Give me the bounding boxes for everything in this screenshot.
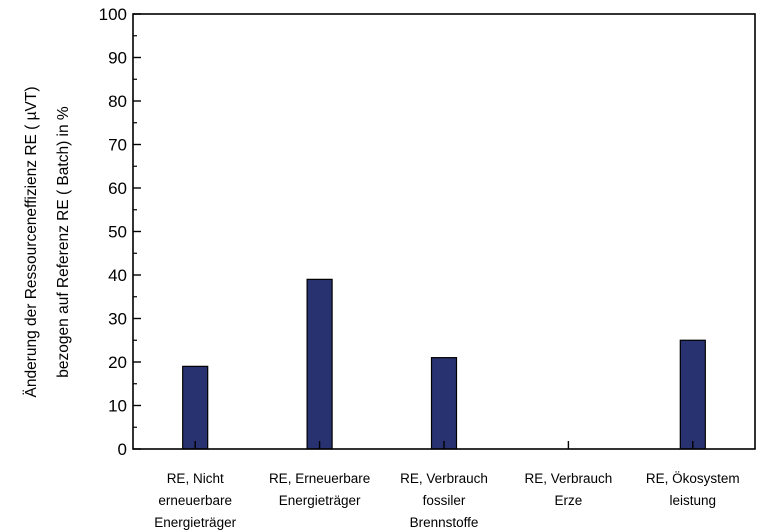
- y-tick-label: 30: [108, 310, 127, 329]
- x-axis-labels: RE, Nicht erneuerbare Energieträger RE, Ern…: [154, 441, 740, 530]
- x-category-label: leistung: [670, 493, 717, 508]
- y-axis-title-line-1: Änderung der Ressourceneffizienz RE ( µV…: [23, 86, 40, 397]
- y-tick-label: 20: [108, 353, 127, 372]
- x-category-label: RE, Verbrauch: [400, 471, 488, 486]
- y-tick-label: 100: [99, 5, 127, 24]
- y-axis-ticks: 0 10 20 30 40 50 60 70 80 90 100: [99, 5, 141, 459]
- x-category-label: erneuerbare: [158, 493, 232, 508]
- y-tick-label: 80: [108, 92, 127, 111]
- y-tick-label: 50: [108, 223, 127, 242]
- x-category-label: RE, Ökosystem: [646, 471, 740, 486]
- bar: [430, 357, 458, 450]
- y-tick-label: 70: [108, 136, 127, 155]
- x-category-label: RE, Nicht: [167, 471, 224, 486]
- y-tick-label: 0: [118, 440, 127, 459]
- x-category-label: Energieträger: [279, 493, 361, 508]
- y-axis-title-line-2: bezogen auf Referenz RE ( Batch) in %: [55, 106, 72, 378]
- y-axis-title: Änderung der Ressourceneffizienz RE ( µV…: [23, 86, 72, 397]
- y-tick-label: 90: [108, 49, 127, 68]
- bar: [306, 278, 333, 450]
- x-category-label: Brennstoffe: [410, 515, 479, 530]
- bar: [679, 339, 706, 450]
- bars: [182, 278, 706, 450]
- y-tick-label: 60: [108, 179, 127, 198]
- x-category-label: RE, Verbrauch: [525, 471, 613, 486]
- x-category-label: fossiler: [423, 493, 466, 508]
- y-tick-label: 10: [108, 397, 127, 416]
- x-category-label: Energieträger: [154, 515, 236, 530]
- x-category-label: RE, Erneuerbare: [269, 471, 370, 486]
- x-category-label: Erze: [555, 493, 583, 508]
- y-tick-label: 40: [108, 266, 127, 285]
- bar: [182, 365, 209, 450]
- plot-frame: [132, 13, 756, 450]
